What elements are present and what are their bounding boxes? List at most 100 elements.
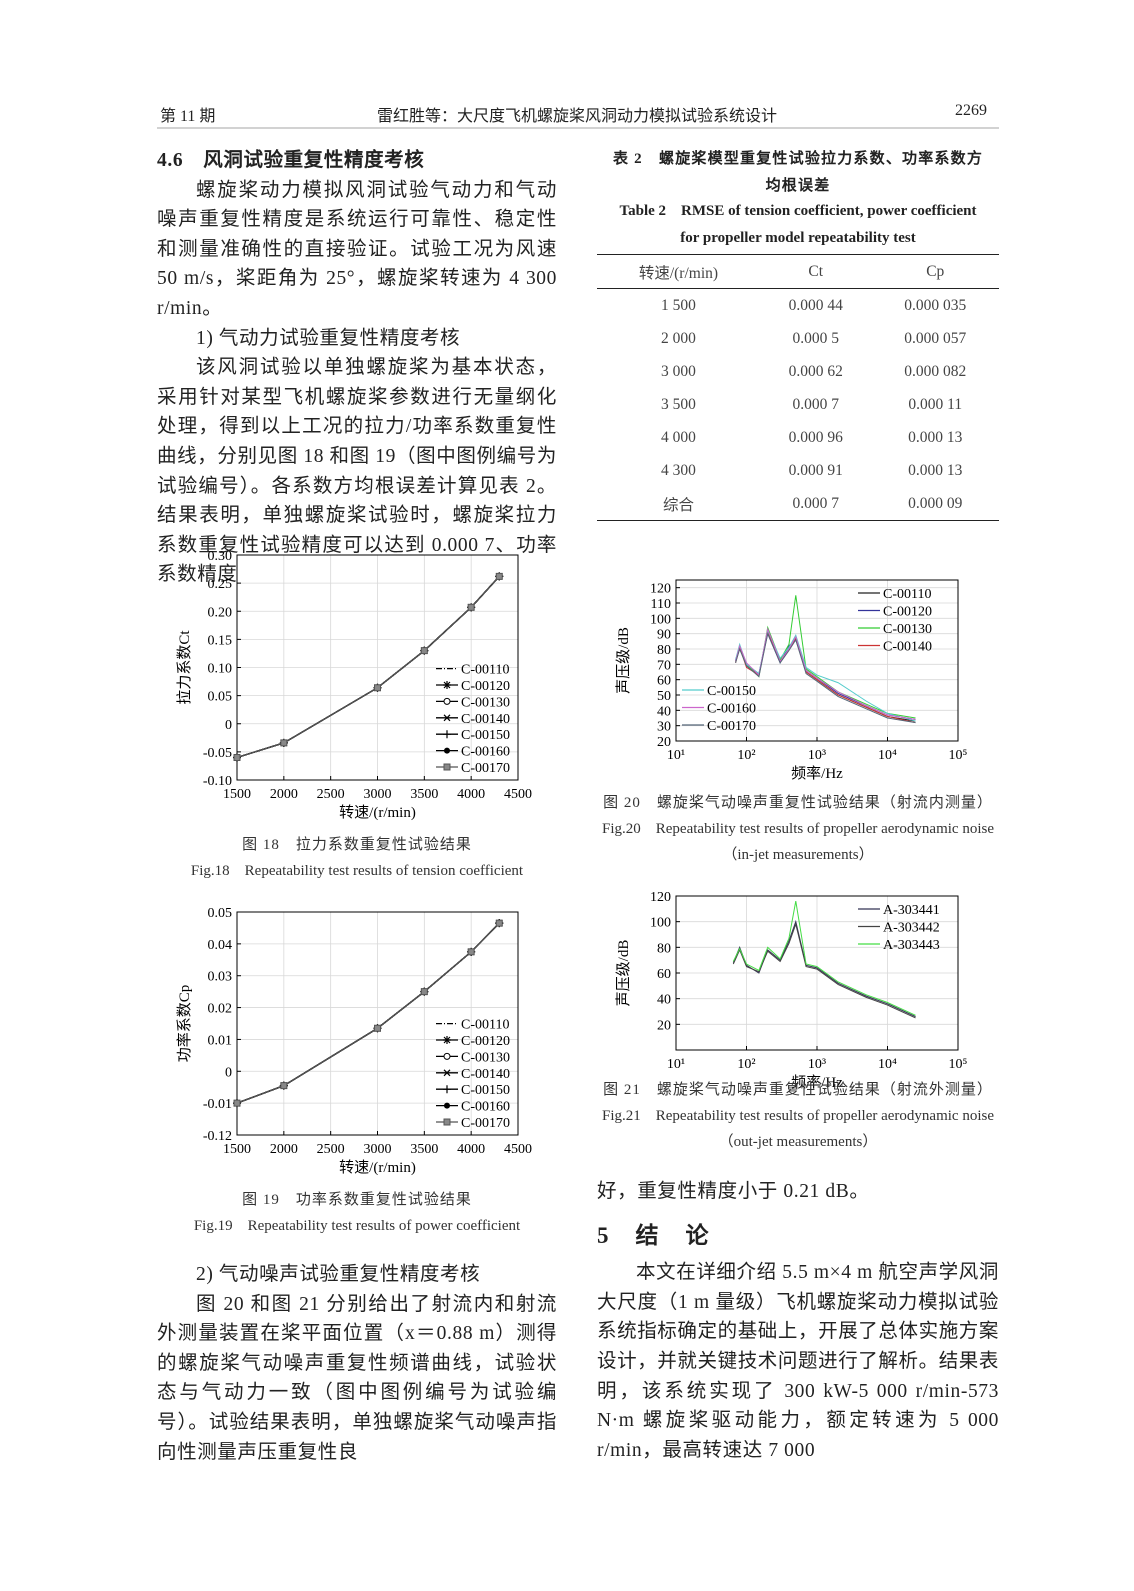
x-axis-label: 转速/(r/min) xyxy=(339,1159,416,1176)
y-tick-label: 80 xyxy=(657,941,671,956)
table-cell: 0.000 13 xyxy=(908,461,963,479)
point xyxy=(421,647,428,654)
point xyxy=(443,1118,451,1126)
point xyxy=(233,1099,241,1107)
section-heading: 5 结 论 xyxy=(597,1222,711,1248)
x-tick-label: 4000 xyxy=(457,787,485,802)
plot-frame xyxy=(236,911,519,1136)
y-tick-label: 0 xyxy=(225,1065,232,1080)
point xyxy=(420,646,429,655)
series-line xyxy=(236,575,500,759)
point xyxy=(467,947,476,956)
column-header: 转速/(r/min) xyxy=(638,264,719,282)
figure-caption: 图 21 螺旋桨气动噪声重复性试验结果（射流外测量） xyxy=(603,1082,993,1098)
y-tick-label: 0.02 xyxy=(208,1002,233,1017)
x-tick-label: 10⁵ xyxy=(949,1057,968,1072)
x-tick-label: 10¹ xyxy=(667,748,685,763)
chart: 1500 2000 2500 3000 3500 4000 4500 -0.12 -0.01 0 0… xyxy=(176,906,532,1176)
point xyxy=(467,948,475,956)
point xyxy=(280,739,288,747)
table-body: 1 500 0.000 44 0.000 035 2 000 0.000 5 0.000 … xyxy=(597,289,999,521)
legend-label: C-00130 xyxy=(461,695,510,710)
point xyxy=(280,1082,288,1090)
table-row: 4 300 0.000 91 0.000 13 xyxy=(597,454,999,487)
y-tick-label: 120 xyxy=(650,582,671,597)
point xyxy=(443,697,451,705)
section-heading: 4.6 风洞试验重复性精度考核 xyxy=(157,150,425,171)
point xyxy=(233,754,241,761)
point xyxy=(420,987,429,996)
x-tick-label: 10¹ xyxy=(667,1057,685,1072)
y-tick-label: -0.05 xyxy=(203,746,232,761)
point xyxy=(467,603,475,611)
point xyxy=(420,647,428,655)
table-row: 综合 0.000 7 0.000 09 xyxy=(597,487,999,521)
series-line xyxy=(236,575,500,759)
point xyxy=(279,1081,288,1090)
x-tick-label: 4000 xyxy=(457,1142,485,1157)
table-cell: 0.000 13 xyxy=(908,428,963,446)
y-tick-label: -0.01 xyxy=(203,1097,232,1112)
y-tick-label: 40 xyxy=(657,993,671,1008)
table-cell: 0.000 7 xyxy=(792,494,839,512)
table-row: 2 000 0.000 5 0.000 057 xyxy=(597,322,999,355)
point xyxy=(495,919,503,927)
point xyxy=(233,1099,241,1107)
paragraph: 本文在详细介绍 5.5 m×4 m 航空声学风洞大尺度（1 m 量级）飞机螺旋桨… xyxy=(597,1262,1000,1461)
y-tick-label: 40 xyxy=(657,704,671,719)
point xyxy=(420,988,428,996)
running-title: 雷红胜等：大尺度飞机螺旋桨风洞动力模拟试验系统设计 xyxy=(376,108,777,125)
point xyxy=(279,738,288,747)
table-row: 1 500 0.000 44 0.000 035 xyxy=(597,289,999,323)
x-tick-label: 2000 xyxy=(270,1142,298,1157)
y-tick-label: 100 xyxy=(650,612,671,627)
table-cell: 0.000 96 xyxy=(788,428,843,446)
series-line xyxy=(236,922,500,1104)
page-number: 2269 xyxy=(955,102,987,119)
paragraph: 螺旋桨动力模拟风洞试验气动力和气动噪声重复性精度是系统运行可靠性、稳定性和测量准… xyxy=(157,179,557,319)
series-line xyxy=(735,632,916,721)
column-header: Cp xyxy=(926,262,945,280)
series-line xyxy=(236,922,500,1104)
point xyxy=(496,920,503,927)
legend-label: C-00140 xyxy=(461,712,510,727)
table-cell: 1 500 xyxy=(661,296,696,314)
data-table: 转速/(r/min) Ct Cp 1 500 0.000 44 0.000 035 2 00… xyxy=(597,254,999,521)
point xyxy=(233,754,241,761)
point xyxy=(495,919,503,927)
point xyxy=(443,1052,451,1060)
plot-frame xyxy=(675,895,959,1051)
legend-label: C-00120 xyxy=(461,679,510,694)
legend-label: C-00170 xyxy=(461,1116,510,1131)
chart: 10¹ 10² 10³ 10⁴ 10⁵ 2030405060708090100110120… xyxy=(614,579,968,782)
table-cell: 3 000 xyxy=(661,362,696,380)
plot-frame xyxy=(675,579,959,742)
table-cell: 0.000 44 xyxy=(788,296,843,314)
plot-area xyxy=(676,580,958,741)
point xyxy=(233,1099,241,1108)
point xyxy=(374,1025,381,1032)
table-cell: 0.000 11 xyxy=(908,395,963,413)
figure-caption: 图 19 功率系数重复性试验结果 xyxy=(242,1192,472,1208)
table-cell: 0.000 5 xyxy=(792,329,839,347)
table-cell: 0.000 91 xyxy=(788,461,843,479)
y-tick-label: 0.04 xyxy=(208,938,233,953)
point xyxy=(420,987,429,996)
y-tick-label: -0.12 xyxy=(203,1129,232,1144)
point xyxy=(280,739,288,747)
table-cell: 0.000 62 xyxy=(788,362,843,380)
table-row: 4 000 0.000 96 0.000 13 xyxy=(597,421,999,454)
point xyxy=(443,1085,451,1094)
point xyxy=(495,919,504,928)
series-line xyxy=(735,632,916,724)
x-tick-label: 3500 xyxy=(410,1142,438,1157)
x-tick-label: 2000 xyxy=(270,787,298,802)
series-line xyxy=(735,627,916,721)
point xyxy=(443,714,451,722)
series-line xyxy=(236,575,500,759)
point xyxy=(374,1024,381,1032)
legend-label: A-303443 xyxy=(883,938,940,953)
y-tick-label: 0.01 xyxy=(208,1033,233,1048)
series-line xyxy=(236,575,500,759)
